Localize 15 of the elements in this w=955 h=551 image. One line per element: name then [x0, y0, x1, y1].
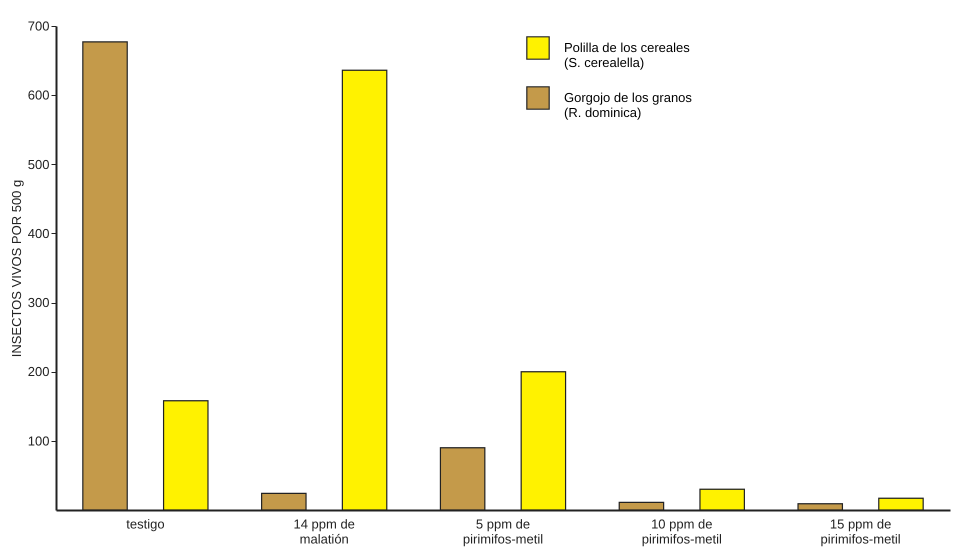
- y-tick-label: 600: [28, 88, 50, 103]
- x-tick-label: 15 ppm de pirimifos-metil: [820, 516, 901, 546]
- y-axis-title: INSECTOS VIVOS POR 500 g: [8, 180, 24, 358]
- y-tick-label: 500: [28, 156, 50, 172]
- y-tick-label: 400: [28, 226, 50, 241]
- y-tick-label: 300: [28, 295, 50, 310]
- y-tick-label: 700: [28, 18, 50, 34]
- legend-label: Polilla de los cereales (S. cerealella): [564, 40, 690, 70]
- legend-label: Gorgojo de los granos (R. dominica): [564, 90, 692, 120]
- x-tick-label: 14 ppm de malatión: [293, 516, 355, 546]
- y-tick-label: 100: [28, 433, 50, 448]
- x-tick-label: testigo: [126, 516, 165, 532]
- y-tick-label: 200: [28, 364, 50, 380]
- x-tick-label: 10 ppm de pirimifos-metil: [642, 516, 722, 546]
- x-tick-label: 5 ppm de pirimifos-metil: [462, 516, 544, 546]
